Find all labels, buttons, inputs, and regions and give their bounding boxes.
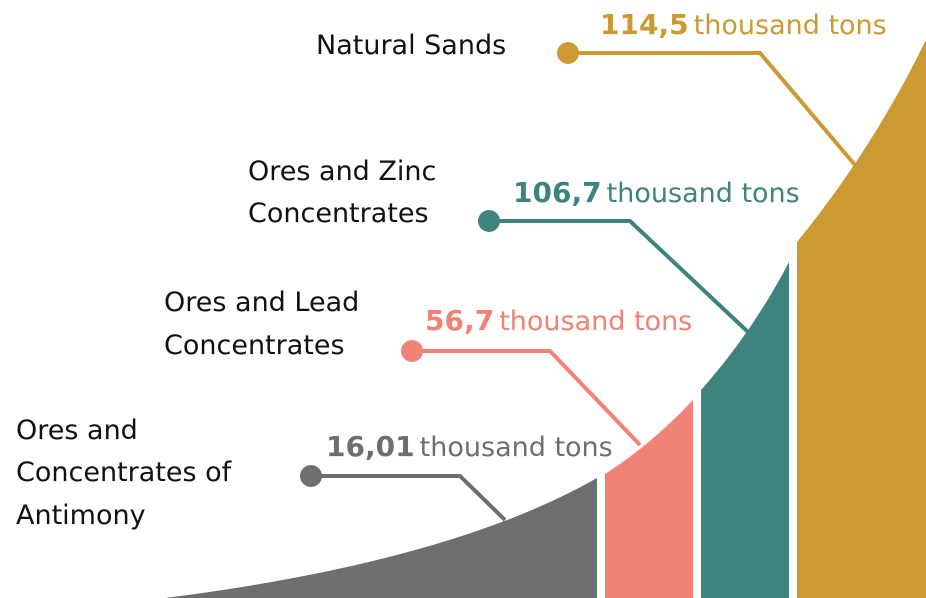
dot bbox=[478, 210, 500, 232]
unit: thousand tons bbox=[499, 306, 692, 337]
sands-shape bbox=[797, 40, 926, 598]
value-label: 106,7 thousand tons bbox=[513, 176, 800, 209]
item-label: Natural Sands bbox=[316, 30, 506, 61]
value: 16,01 bbox=[326, 430, 415, 463]
item-label: Ores and bbox=[16, 415, 138, 446]
leader-line bbox=[568, 51, 857, 167]
antimony-shape bbox=[165, 478, 597, 598]
leaders bbox=[311, 51, 857, 522]
value-label: 56,7 thousand tons bbox=[425, 304, 692, 337]
zinc-shape bbox=[701, 262, 789, 598]
item-label: Antimony bbox=[16, 500, 146, 531]
dot bbox=[300, 465, 322, 487]
leader-line bbox=[311, 474, 507, 522]
value: 114,5 bbox=[600, 8, 689, 41]
dot bbox=[557, 42, 579, 64]
item-label: Ores and Zinc bbox=[248, 156, 436, 187]
leader-line bbox=[489, 219, 750, 334]
value-label: 114,5 thousand tons bbox=[600, 8, 887, 41]
item-label: Concentrates of bbox=[16, 457, 233, 488]
item-label: Concentrates bbox=[164, 330, 345, 361]
value: 106,7 bbox=[513, 176, 602, 209]
value: 56,7 bbox=[425, 304, 494, 337]
leader-line bbox=[412, 349, 642, 447]
item-label: Ores and Lead bbox=[164, 287, 359, 318]
lead-shape bbox=[605, 400, 693, 598]
unit: thousand tons bbox=[420, 432, 613, 463]
item-label: Concentrates bbox=[248, 198, 429, 229]
value-label: 16,01 thousand tons bbox=[326, 430, 613, 463]
unit: thousand tons bbox=[694, 10, 887, 41]
dot bbox=[401, 340, 423, 362]
unit: thousand tons bbox=[607, 178, 800, 209]
